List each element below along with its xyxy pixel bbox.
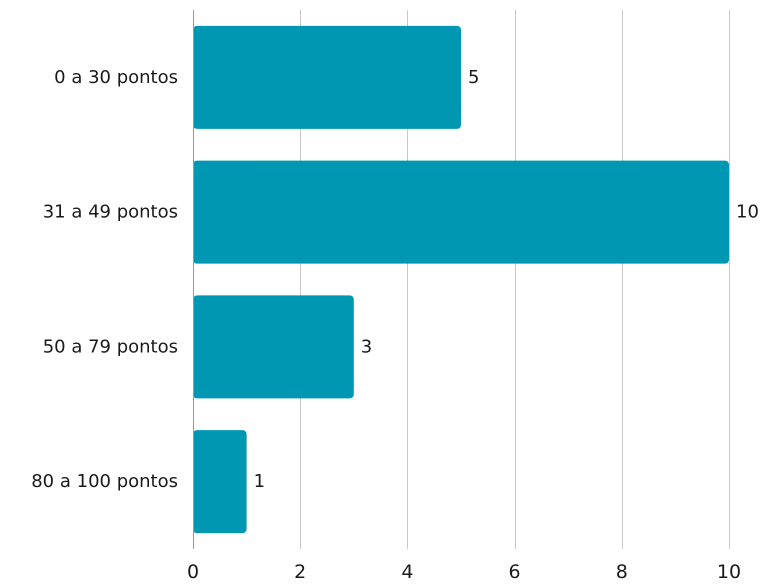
category-label-3: 80 a 100 pontos [31, 471, 178, 492]
x-tick-label-1: 2 [294, 561, 306, 583]
x-tick-label-2: 4 [401, 561, 413, 583]
bar-3 [193, 430, 247, 534]
bars [193, 25, 729, 534]
data-label-3: 1 [254, 471, 265, 492]
category-label-0: 0 a 30 pontos [54, 67, 178, 88]
data-label-0: 5 [468, 67, 479, 88]
bar-2 [193, 295, 354, 399]
bar-1 [193, 160, 729, 264]
category-labels: 0 a 30 pontos 31 a 49 pontos 50 a 79 ponto… [31, 67, 178, 492]
category-label-2: 50 a 79 pontos [43, 336, 178, 357]
data-label-1: 10 [736, 202, 759, 223]
x-tick-label-0: 0 [187, 561, 199, 583]
data-label-2: 3 [361, 336, 372, 357]
x-tick-labels: 0 2 4 6 8 10 [187, 561, 741, 583]
category-label-1: 31 a 49 pontos [43, 202, 178, 223]
bar-0 [193, 25, 461, 129]
data-labels: 5 10 3 1 [254, 67, 759, 492]
x-tick-label-4: 8 [616, 561, 628, 583]
x-tick-label-5: 10 [717, 561, 741, 583]
x-tick-label-3: 6 [509, 561, 521, 583]
